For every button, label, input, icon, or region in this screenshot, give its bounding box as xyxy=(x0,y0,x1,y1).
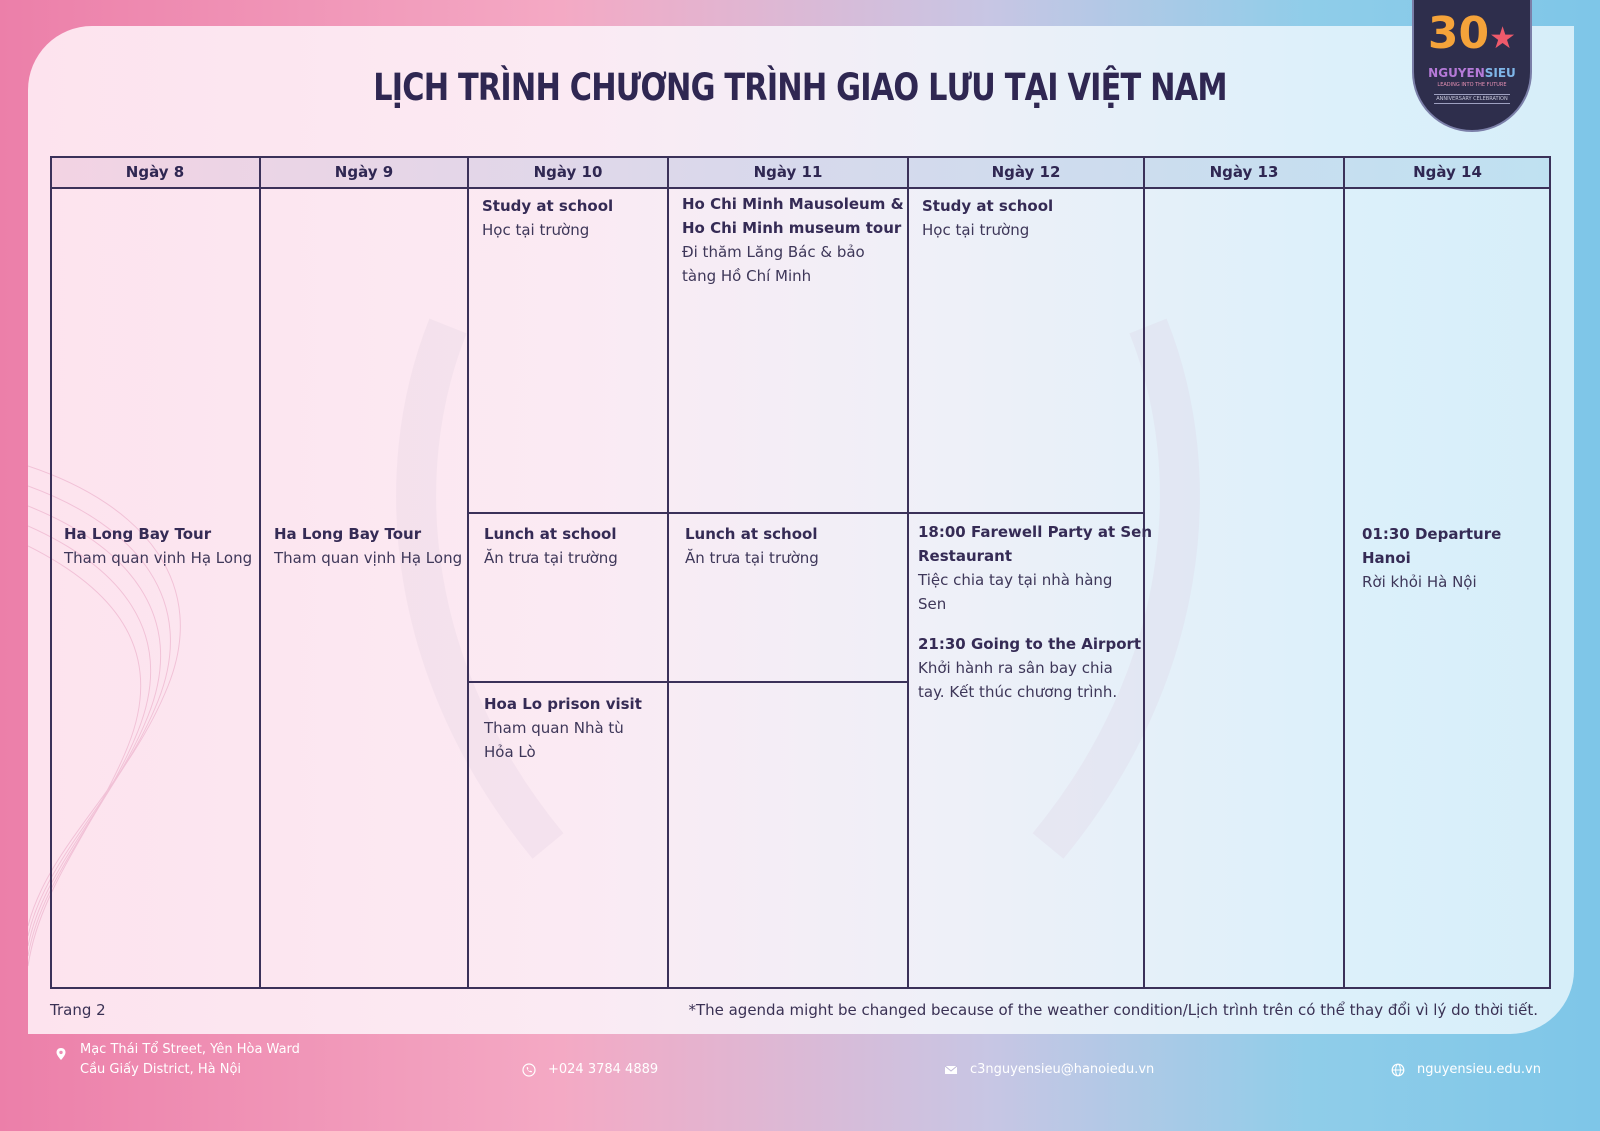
schedule-card xyxy=(28,26,1574,1034)
phone-icon xyxy=(522,1063,536,1077)
table-header-background xyxy=(50,156,1551,188)
header-day-11: Ngày 11 xyxy=(753,163,823,181)
globe-icon xyxy=(1391,1063,1405,1077)
cell-day-12-morning: Study at school Học tại trường xyxy=(922,197,1054,239)
page-number: Trang 2 xyxy=(50,1001,106,1019)
row-line-morning xyxy=(467,512,1144,514)
table-border-top xyxy=(50,156,1551,158)
star-icon: ★ xyxy=(1489,21,1517,56)
cell-day-12-evening: 18:00 Farewell Party at Sen Restaurant T… xyxy=(918,523,1153,701)
cell-day-10-lunch: Lunch at school Ăn trưa tại trường xyxy=(484,525,618,567)
footer-address-line-1: Mạc Thái Tổ Street, Yên Hòa Ward xyxy=(80,1042,300,1057)
footer-email[interactable]: c3nguyensieu@hanoiedu.vn xyxy=(970,1062,1155,1077)
col-line-2 xyxy=(467,156,469,989)
row-line-lunch xyxy=(467,681,909,683)
col-line-1 xyxy=(259,156,261,989)
footer: Mạc Thái Tổ Street, Yên Hòa Ward Cầu Giấ… xyxy=(0,1034,1600,1131)
table-border-bottom xyxy=(50,987,1551,989)
header-day-14: Ngày 14 xyxy=(1413,163,1482,181)
cell-day-9: Ha Long Bay Tour Tham quan vịnh Hạ Long xyxy=(274,525,463,567)
cell-day-11-morning: Ho Chi Minh Mausoleum & Ho Chi Minh muse… xyxy=(682,195,904,285)
mail-icon xyxy=(944,1065,958,1074)
anniversary-logo: 30★ NGUYENSIEU LEADING INTO THE FUTURE A… xyxy=(1412,0,1532,132)
weather-note: *The agenda might be changed because of … xyxy=(688,1001,1538,1019)
header-day-12: Ngày 12 xyxy=(991,163,1061,181)
col-line-6 xyxy=(1343,156,1345,989)
col-line-7 xyxy=(1549,156,1551,989)
header-day-9: Ngày 9 xyxy=(334,163,394,181)
header-day-10: Ngày 10 xyxy=(533,163,603,181)
footer-address-line-2: Cầu Giấy District, Hà Nội xyxy=(80,1062,242,1077)
logo-brand: NGUYENSIEU xyxy=(1428,66,1516,80)
cell-day-10-morning: Study at school Học tại trường xyxy=(482,197,614,239)
cell-day-10-afternoon: Hoa Lo prison visit Tham quan Nhà tù Hỏa… xyxy=(484,695,642,761)
cell-day-14: 01:30 Departure Hanoi Rời khỏi Hà Nội xyxy=(1362,525,1502,591)
logo-tagline: LEADING INTO THE FUTURE xyxy=(1437,82,1507,88)
col-line-0 xyxy=(50,156,52,989)
footer-phone[interactable]: +024 3784 4889 xyxy=(548,1062,659,1077)
col-line-4 xyxy=(907,156,909,989)
logo-celebration: ANNIVERSARY CELEBRATION xyxy=(1434,94,1510,104)
col-line-3 xyxy=(667,156,669,989)
page-title: LỊCH TRÌNH CHƯƠNG TRÌNH GIAO LƯU TẠI VIỆ… xyxy=(373,66,1227,109)
header-divider xyxy=(50,187,1551,189)
header-day-13: Ngày 13 xyxy=(1209,163,1279,181)
schedule-table: Ngày 8 Ngày 9 Ngày 10 Ngày 11 Ngày 12 Ng… xyxy=(50,156,1551,989)
logo-number: 30★ xyxy=(1427,8,1517,59)
col-line-5 xyxy=(1143,156,1145,989)
cell-day-11-lunch: Lunch at school Ăn trưa tại trường xyxy=(685,525,819,567)
cell-day-8: Ha Long Bay Tour Tham quan vịnh Hạ Long xyxy=(64,525,253,567)
header-day-8: Ngày 8 xyxy=(125,163,185,181)
location-pin-icon xyxy=(56,1048,66,1060)
footer-website[interactable]: nguyensieu.edu.vn xyxy=(1417,1062,1541,1077)
